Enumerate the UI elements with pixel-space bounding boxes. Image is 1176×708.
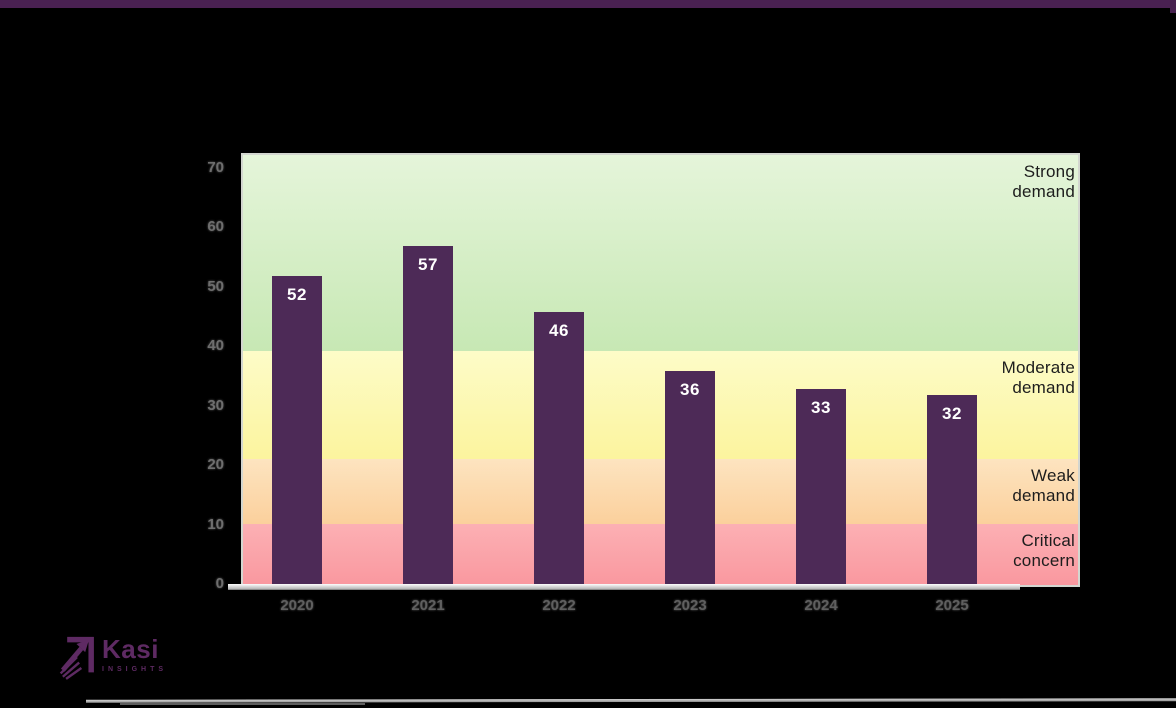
bar-2023: 36 <box>665 371 715 585</box>
bar-2022: 46 <box>534 311 584 585</box>
y-tick-label-0: 0 <box>215 575 224 592</box>
x-tick-label-2024: 2024 <box>804 597 838 614</box>
top-accent-bar-end <box>1170 0 1176 13</box>
x-tick-label-2020: 2020 <box>280 597 314 614</box>
x-tick-label-2025: 2025 <box>935 597 969 614</box>
bar-value-label: 36 <box>680 380 700 400</box>
zone-label: Weak demand <box>1012 466 1075 505</box>
kasi-logo: Kasi INSIGHTS <box>58 632 167 680</box>
x-tick-label-2021: 2021 <box>411 597 445 614</box>
bar-value-label: 52 <box>287 284 307 304</box>
logo-text-block: Kasi INSIGHTS <box>102 632 167 673</box>
bar-value-label: 46 <box>549 320 569 340</box>
x-tick-label-2023: 2023 <box>673 597 707 614</box>
kasi-arrow-icon <box>59 636 94 680</box>
logo-subtext: INSIGHTS <box>102 666 168 673</box>
x-tick-label-2022: 2022 <box>542 597 576 614</box>
footer-divider-line-shadow <box>120 703 365 705</box>
y-tick-label-20: 20 <box>207 456 224 474</box>
x-axis-baseline <box>228 584 1020 590</box>
logo-name: Kasi <box>102 634 159 664</box>
bar-value-label: 32 <box>942 403 962 423</box>
zone-label: Critical concern <box>1013 531 1075 570</box>
y-tick-label-60: 60 <box>207 218 224 236</box>
bar-value-label: 33 <box>811 397 831 417</box>
zone-label: Moderate demand <box>1001 358 1075 397</box>
top-accent-bar <box>0 0 1176 8</box>
y-tick-label-10: 10 <box>207 515 224 533</box>
zone-label: Strong demand <box>1012 162 1075 201</box>
bar-2025: 32 <box>927 394 977 585</box>
y-tick-label-40: 40 <box>207 337 224 355</box>
bar-2020: 52 <box>272 275 322 585</box>
y-tick-label-50: 50 <box>207 277 224 295</box>
y-tick-label-30: 30 <box>207 396 224 414</box>
zone-strong-demand: Strong demand <box>243 155 1078 352</box>
bar-2021: 57 <box>403 246 453 585</box>
bar-value-label: 57 <box>418 255 438 275</box>
bar-2024: 33 <box>796 388 846 585</box>
plot-area: Critical concern Weak demand Moderate dema… <box>241 153 1080 587</box>
y-tick-label-70: 70 <box>207 159 224 176</box>
